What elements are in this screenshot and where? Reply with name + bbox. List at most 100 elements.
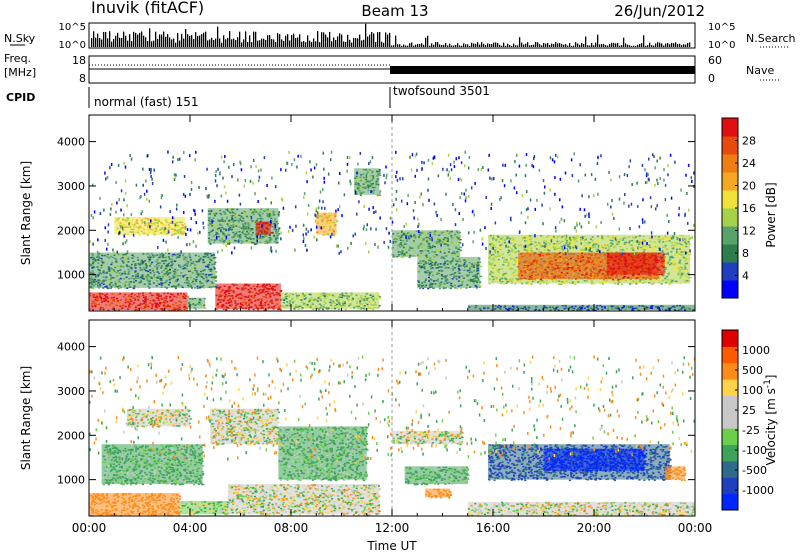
- nsky-bar: [387, 34, 389, 47]
- nsky-bar: [347, 34, 349, 47]
- nsky-bar: [203, 32, 205, 47]
- nsky-bar: [147, 41, 149, 47]
- nsky-panel: [88, 22, 696, 49]
- nsky-bar: [351, 42, 353, 47]
- colorbar-tick-label: -100: [742, 444, 767, 457]
- freq-label-2: [MHz]: [4, 66, 36, 79]
- nsky-bar: [217, 26, 219, 47]
- nsky-bar: [453, 45, 455, 47]
- nsky-bar: [437, 42, 439, 47]
- ytick-label: 3000: [57, 180, 85, 193]
- nsky-bar: [395, 35, 397, 47]
- nsky-bar: [257, 40, 259, 47]
- nsky-bar: [211, 37, 213, 47]
- colorbar-tick-label: 24: [742, 157, 756, 170]
- power-ylabel: Slant Range [km]: [19, 161, 33, 265]
- nsky-bar: [339, 33, 341, 47]
- nsky-bar: [377, 32, 379, 47]
- nsky-bar: [521, 42, 523, 47]
- data-patch: [187, 297, 207, 310]
- nsky-bar: [597, 34, 599, 47]
- xtick-label: 04:00: [173, 521, 208, 535]
- nsky-bar: [501, 45, 503, 47]
- nsky-bar: [101, 39, 103, 47]
- colorbar-swatch: [722, 460, 738, 478]
- nsky-bar: [197, 35, 199, 47]
- nsky-bar: [583, 44, 585, 47]
- nsky-bar: [93, 31, 95, 47]
- colorbar-swatch: [722, 244, 738, 263]
- freq-tick-bottom: 8: [79, 72, 86, 85]
- nsky-bar: [627, 44, 629, 47]
- nsky-bar: [181, 33, 183, 47]
- nsky-bar: [185, 29, 187, 47]
- nsky-bar: [265, 39, 267, 47]
- cpid-mode-2: twofsound 3501: [393, 84, 490, 98]
- nsky-bar: [195, 32, 197, 47]
- nsky-bar: [643, 35, 645, 47]
- nsky-bar: [95, 37, 97, 47]
- nsky-bar: [611, 42, 613, 47]
- nsky-bar: [631, 45, 633, 47]
- colorbar-tick-label: 25: [742, 404, 756, 417]
- nsky-bar: [137, 34, 139, 47]
- nsky-bar: [373, 33, 375, 47]
- nsky-bar: [599, 44, 601, 47]
- xtick-label: 12:00: [375, 521, 410, 535]
- nsky-bar: [91, 38, 93, 47]
- colorbar-swatch: [722, 280, 738, 299]
- nsky-bar: [389, 32, 391, 47]
- nsky-bar: [677, 43, 679, 47]
- nsky-bar: [337, 36, 339, 47]
- nsky-bar: [143, 35, 145, 47]
- nsky-bar: [449, 43, 451, 47]
- ytick-label: 4000: [57, 136, 85, 149]
- nsky-bar: [483, 43, 485, 47]
- nsearch-tick-top: 10^5: [708, 22, 735, 33]
- nsearch-label: N.Search: [746, 32, 796, 45]
- data-patch: [89, 492, 182, 516]
- colorbar-tick-label: 8: [742, 247, 749, 260]
- velocity-axis-ticks: 1000 2000 3000 4000 00:00 04:00 08:00 12:00 16:0…: [57, 320, 712, 535]
- nsky-bar: [493, 42, 495, 47]
- colorbar-swatch: [722, 395, 738, 413]
- nsky-bar: [509, 44, 511, 47]
- nsky-bar: [429, 45, 431, 47]
- nsky-trace: [91, 23, 691, 47]
- nsky-bar: [607, 45, 609, 47]
- nsky-bar: [563, 44, 565, 47]
- nsky-bar: [645, 45, 647, 47]
- nsky-bar: [223, 35, 225, 47]
- nsky-bar: [555, 42, 557, 47]
- nsky-bar: [285, 35, 287, 47]
- cpid-label: CPID: [6, 91, 35, 104]
- nsky-bar: [133, 31, 135, 47]
- nsky-bar: [341, 34, 343, 47]
- nsky-bar: [353, 38, 355, 47]
- nsky-bar: [687, 42, 689, 47]
- nsky-bar: [159, 34, 161, 47]
- nsky-bar: [243, 39, 245, 47]
- station-title: Inuvik (fitACF): [91, 0, 204, 17]
- nsky-bar: [591, 42, 593, 47]
- nsky-bar: [399, 44, 401, 47]
- nsky-bar: [359, 34, 361, 47]
- nsky-bar: [503, 42, 505, 47]
- nsky-bar: [261, 38, 263, 47]
- nsky-bar: [467, 44, 469, 47]
- nsky-bar: [153, 40, 155, 47]
- nsky-bar: [455, 45, 457, 47]
- data-patch: [280, 292, 382, 311]
- nsky-bar: [253, 31, 255, 47]
- colorbar-tick-label: -1000: [742, 484, 774, 497]
- date-title: 26/Jun/2012: [614, 2, 705, 20]
- nsky-bar: [169, 37, 171, 47]
- nsky-bar: [381, 41, 383, 47]
- nsky-bar: [547, 42, 549, 47]
- nsky-bar: [135, 32, 137, 47]
- colorbar-swatch: [722, 379, 738, 396]
- colorbar-swatch: [722, 262, 738, 281]
- nsky-bar: [113, 38, 115, 47]
- nsky-bar: [235, 40, 237, 47]
- colorbar-tick-label: -25: [742, 424, 760, 437]
